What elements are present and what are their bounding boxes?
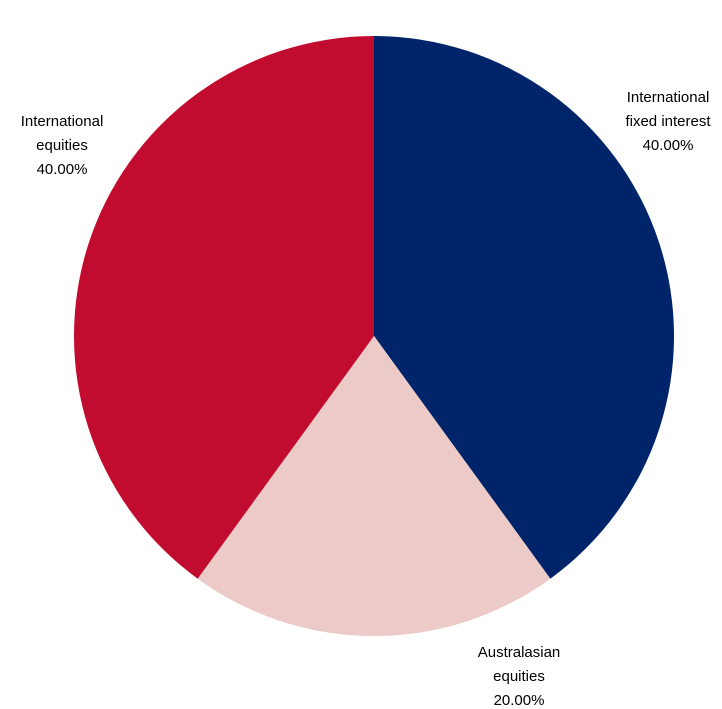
slice-name-label: International xyxy=(21,113,104,130)
slice-australasian-equities xyxy=(197,336,551,637)
slice-labels: International fixed interest 40.00% Austral… xyxy=(21,89,712,709)
slice-international-fixed-interest-label: International fixed interest 40.00% xyxy=(625,89,711,154)
slice-name-label: equities xyxy=(493,668,545,685)
slice-name-label: Australasian xyxy=(478,644,561,661)
slice-value-label: 40.00% xyxy=(643,137,694,154)
slice-name-label: fixed interest xyxy=(625,113,711,130)
slice-value-label: 40.00% xyxy=(37,161,88,178)
slice-name-label: International xyxy=(627,89,710,106)
slice-name-label: equities xyxy=(36,137,88,154)
slice-international-fixed-interest xyxy=(374,36,675,579)
slice-value-label: 20.00% xyxy=(494,692,545,709)
pie-slices xyxy=(73,35,675,637)
slice-australasian-equities-label: Australasian equities 20.00% xyxy=(478,644,561,709)
slice-international-equities xyxy=(73,35,375,579)
slice-international-equities-label: International equities 40.00% xyxy=(21,113,104,178)
